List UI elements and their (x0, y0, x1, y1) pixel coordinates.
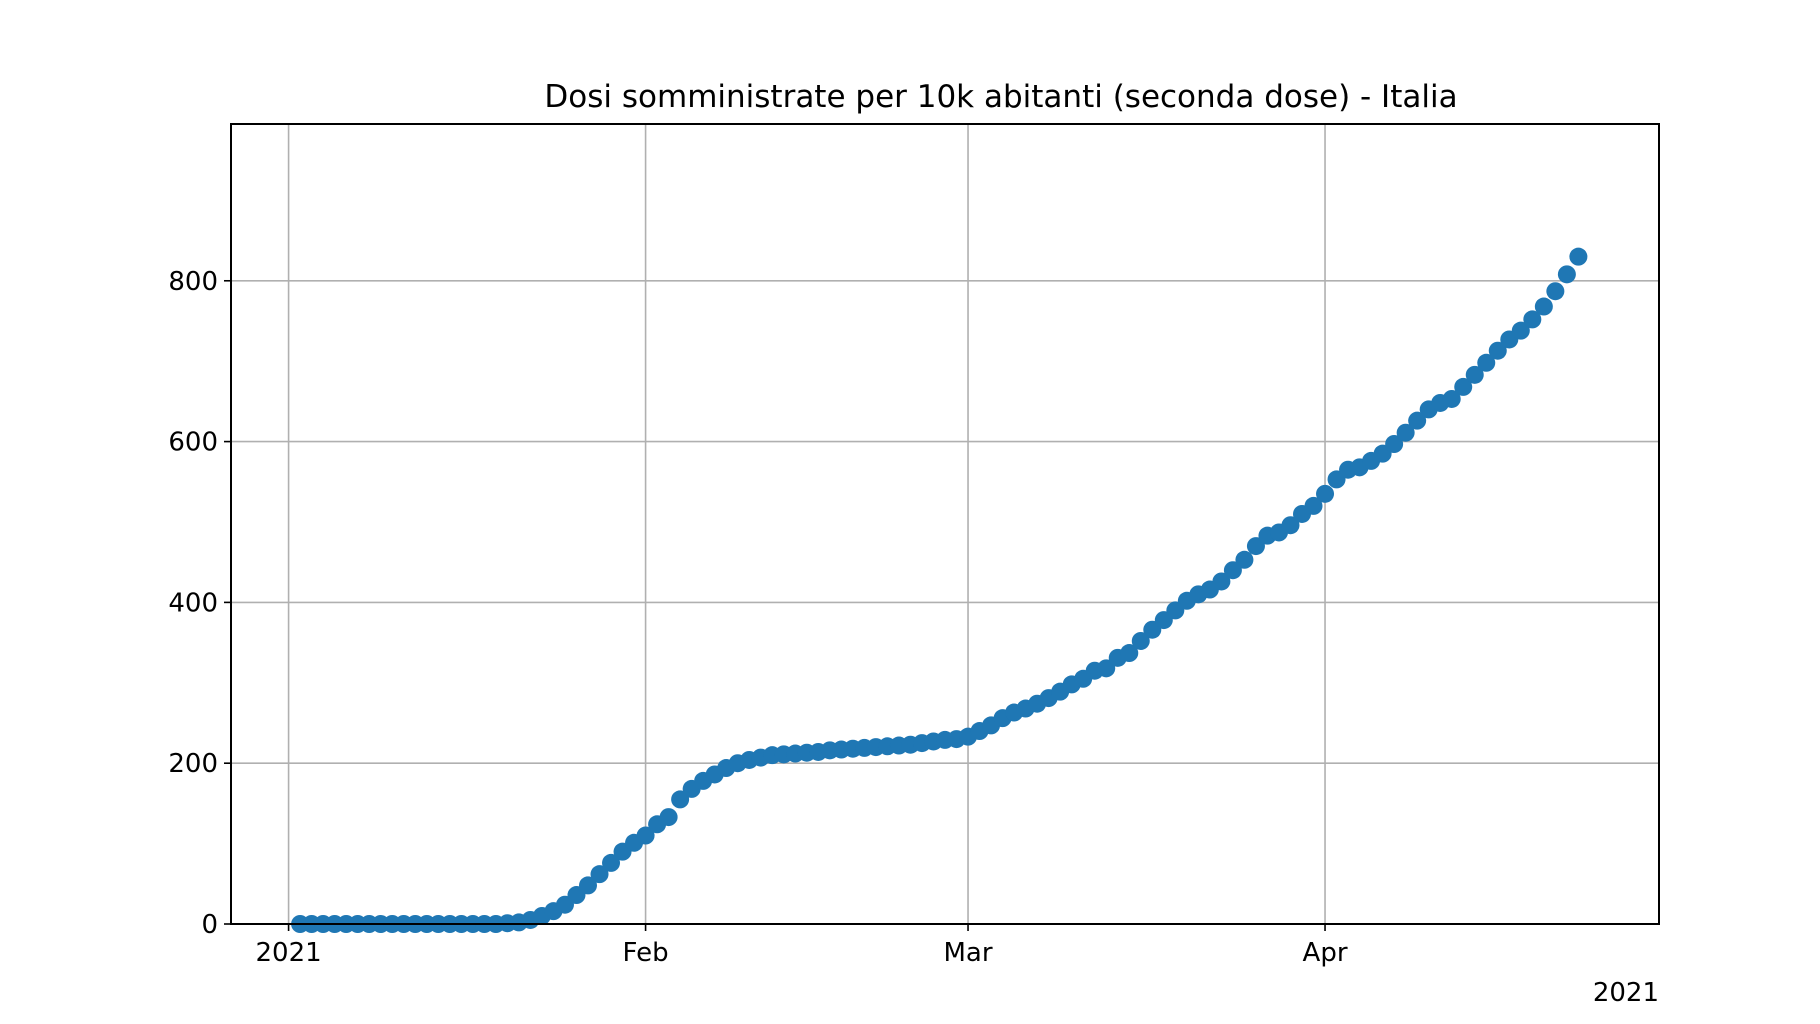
y-tick-label: 0 (201, 910, 218, 940)
data-point (590, 865, 609, 884)
chart-title: Dosi somministrate per 10k abitanti (sec… (544, 79, 1457, 115)
data-point (1316, 484, 1335, 503)
data-point (1523, 310, 1542, 329)
data-point (1454, 377, 1473, 396)
x-tick-label: Apr (1303, 938, 1348, 968)
data-point (659, 808, 678, 827)
data-point (1442, 389, 1461, 408)
data-point (1223, 561, 1242, 580)
x-tick-label: Feb (623, 938, 669, 968)
plot-frame (230, 123, 1660, 925)
grid-lines (231, 124, 1659, 925)
x-tick-label: 2021 (255, 938, 321, 968)
data-point (671, 790, 690, 809)
data-point (1235, 550, 1254, 569)
data-points (291, 247, 1588, 933)
y-tick-label: 200 (168, 749, 218, 779)
data-point (1477, 353, 1496, 372)
data-point (1246, 537, 1265, 556)
x-tick-label: Mar (944, 938, 993, 968)
data-point (1097, 659, 1116, 678)
x-offset-label: 2021 (1593, 978, 1659, 1008)
y-tick-label: 800 (168, 267, 218, 297)
data-point (1304, 496, 1323, 515)
data-point (1212, 572, 1231, 591)
y-tick-label: 600 (168, 428, 218, 458)
data-point (636, 826, 655, 845)
data-point (1281, 516, 1300, 535)
axes: 2021 Feb Mar Apr 0 200 400 600 800 (168, 267, 1347, 968)
data-point (1408, 411, 1427, 430)
data-point (602, 853, 621, 872)
data-point (1569, 247, 1588, 266)
data-point (1465, 365, 1484, 384)
data-point (1131, 631, 1150, 650)
data-point (1396, 423, 1415, 442)
data-point (579, 876, 597, 895)
data-point (1488, 341, 1507, 360)
data-point (1511, 321, 1530, 340)
y-tick-label: 400 (168, 588, 218, 618)
data-point (1385, 435, 1404, 453)
data-point (1120, 644, 1139, 663)
data-point (1534, 297, 1553, 316)
data-point (1546, 282, 1565, 301)
data-point (1557, 265, 1576, 284)
